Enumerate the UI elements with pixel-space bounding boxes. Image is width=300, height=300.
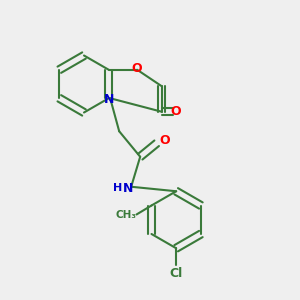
Text: N: N	[123, 182, 134, 195]
Text: N: N	[103, 93, 114, 106]
Text: CH₃: CH₃	[116, 209, 136, 220]
Text: O: O	[132, 62, 142, 75]
Text: O: O	[170, 105, 181, 118]
Text: Cl: Cl	[169, 267, 183, 280]
Text: H: H	[113, 183, 122, 193]
Text: O: O	[160, 134, 170, 147]
